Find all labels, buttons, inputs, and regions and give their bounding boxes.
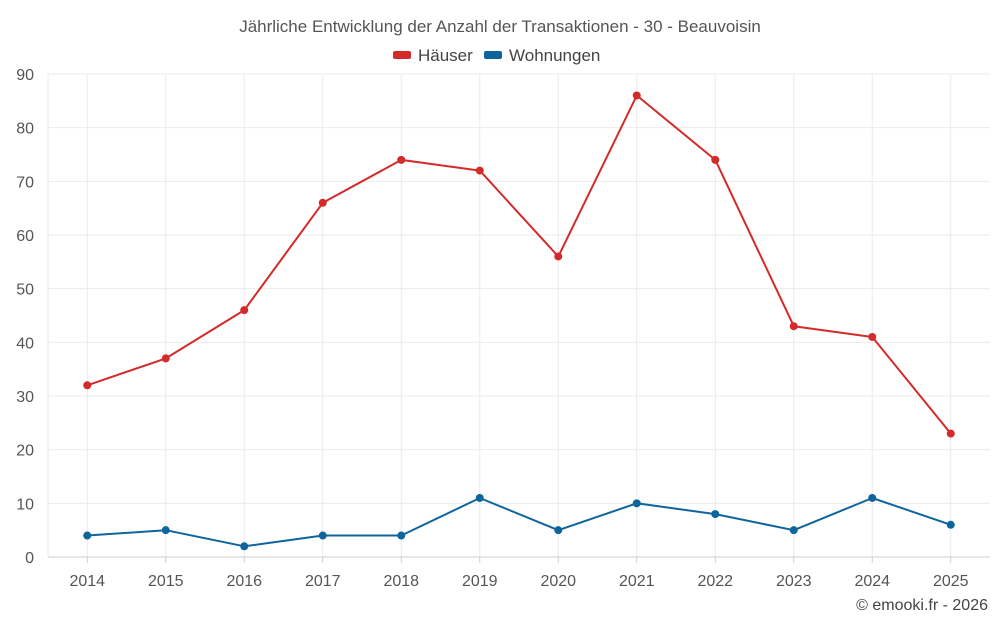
series-line-wohnungen xyxy=(87,497,952,548)
y-tick-label: 80 xyxy=(16,121,34,138)
y-tick-label: 20 xyxy=(16,443,34,460)
data-point-wohnungen xyxy=(318,531,327,540)
credit-text: © emooki.fr - 2026 xyxy=(856,597,988,614)
x-tick-label: 2014 xyxy=(69,573,105,590)
data-point-wohnungen xyxy=(240,542,249,551)
y-tick-label: 0 xyxy=(25,550,34,567)
x-tick-label: 2017 xyxy=(305,573,341,590)
data-point-wohnungen xyxy=(397,531,406,540)
data-point-wohnungen xyxy=(868,493,877,502)
y-tick-label: 70 xyxy=(16,174,34,191)
data-point-wohnungen xyxy=(161,526,170,535)
legend-swatch-wohnungen xyxy=(484,51,502,59)
x-tick-label: 2019 xyxy=(462,573,498,590)
data-point-haeuser xyxy=(711,155,720,164)
data-point-wohnungen xyxy=(789,526,798,535)
data-point-wohnungen xyxy=(83,531,92,540)
data-point-haeuser xyxy=(397,155,406,164)
legend-swatch-haeuser xyxy=(393,51,411,59)
x-tick-label: 2023 xyxy=(776,573,812,590)
data-point-haeuser xyxy=(318,198,327,207)
legend-label-haeuser: Häuser xyxy=(418,46,473,65)
y-tick-label: 60 xyxy=(16,228,34,245)
x-tick-label: 2021 xyxy=(619,573,655,590)
series xyxy=(83,91,955,551)
y-axis-ticks: 0 10 20 30 40 50 60 70 80 90 xyxy=(16,67,34,567)
data-point-wohnungen xyxy=(711,510,720,519)
data-point-haeuser xyxy=(632,91,641,100)
legend: Häuser Wohnungen xyxy=(393,46,600,65)
x-tick-label: 2025 xyxy=(933,573,969,590)
y-tick-label: 90 xyxy=(16,67,34,84)
data-point-haeuser xyxy=(83,381,92,390)
data-point-wohnungen xyxy=(632,499,641,508)
data-point-wohnungen xyxy=(475,493,484,502)
x-tick-label: 2018 xyxy=(383,573,419,590)
data-point-haeuser xyxy=(475,166,484,175)
series-line-haeuser xyxy=(86,94,952,435)
data-point-haeuser xyxy=(789,322,798,331)
x-tick-label: 2020 xyxy=(540,573,576,590)
data-point-haeuser xyxy=(161,354,170,363)
y-tick-label: 10 xyxy=(16,496,34,513)
data-point-wohnungen xyxy=(946,520,955,529)
grid xyxy=(47,73,990,558)
y-tick-label: 30 xyxy=(16,389,34,406)
y-tick-label: 50 xyxy=(16,282,34,299)
x-tick-label: 2016 xyxy=(226,573,262,590)
y-tick-label: 40 xyxy=(16,335,34,352)
data-point-haeuser xyxy=(946,429,955,438)
x-tick-label: 2015 xyxy=(148,573,184,590)
legend-label-wohnungen: Wohnungen xyxy=(509,46,600,65)
chart-title: Jährliche Entwicklung der Anzahl der Tra… xyxy=(239,17,761,36)
data-point-haeuser xyxy=(868,332,877,341)
x-axis-ticks: 2014 2015 2016 2017 2018 2019 2020 2021 2022 2023… xyxy=(69,557,969,590)
data-point-haeuser xyxy=(240,306,249,315)
x-tick-label: 2022 xyxy=(697,573,733,590)
x-tick-label: 2024 xyxy=(854,573,890,590)
data-point-haeuser xyxy=(554,252,563,261)
data-point-wohnungen xyxy=(554,526,563,535)
